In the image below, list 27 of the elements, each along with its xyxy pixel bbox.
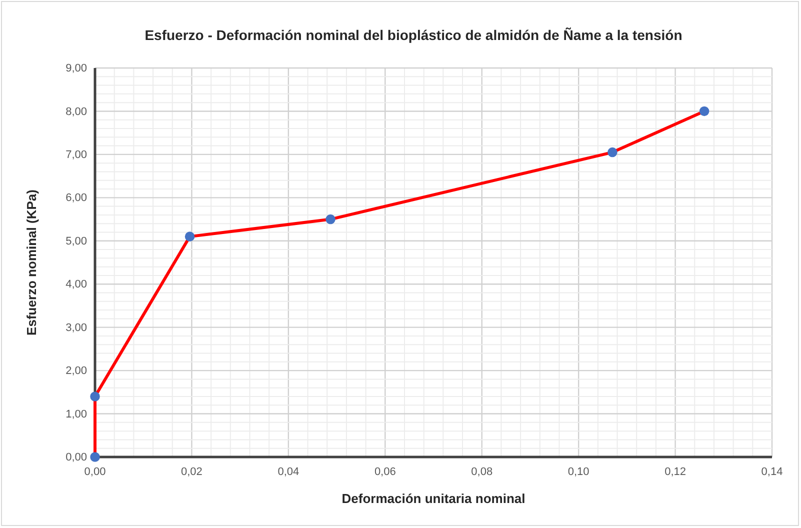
point: [184, 232, 195, 242]
point: [326, 214, 336, 224]
point: [90, 452, 100, 462]
point: [608, 147, 618, 158]
y-tick-label: 5,00: [66, 235, 87, 248]
x-tick-label: 0,04: [278, 466, 300, 478]
point: [699, 106, 710, 116]
x-tick-label: 0,00: [84, 466, 106, 478]
x-tick-label: 0,12: [664, 466, 686, 478]
point: [90, 392, 100, 402]
y-axis-title: Esfuerzo nominal (KPa): [24, 190, 39, 336]
y-tick-label: 4,00: [66, 278, 87, 291]
y-tick-label: 2,00: [66, 365, 87, 378]
x-tick-label: 0,14: [761, 466, 783, 478]
x-axis-title: Deformación unitaria nominal: [342, 491, 526, 506]
y-tick-label: 8,00: [66, 106, 87, 118]
y-tick-label: 7,00: [66, 148, 87, 161]
y-tick-label: 1,00: [66, 408, 87, 420]
x-tick-label: 0,08: [471, 466, 493, 478]
y-tick-label: 6,00: [66, 192, 87, 204]
x-tick-label: 0,10: [568, 466, 590, 478]
y-tick-label: 0,00: [66, 452, 87, 464]
x-tick-label: 0,06: [374, 466, 396, 478]
y-tick-label: 3,00: [66, 322, 87, 334]
chart-title: Esfuerzo - Deformación nominal del bioplástico de almidón de Ñame a la tensión: [144, 27, 682, 43]
x-tick-label: 0,02: [181, 466, 202, 478]
y-tick-label: 9,00: [66, 62, 87, 75]
